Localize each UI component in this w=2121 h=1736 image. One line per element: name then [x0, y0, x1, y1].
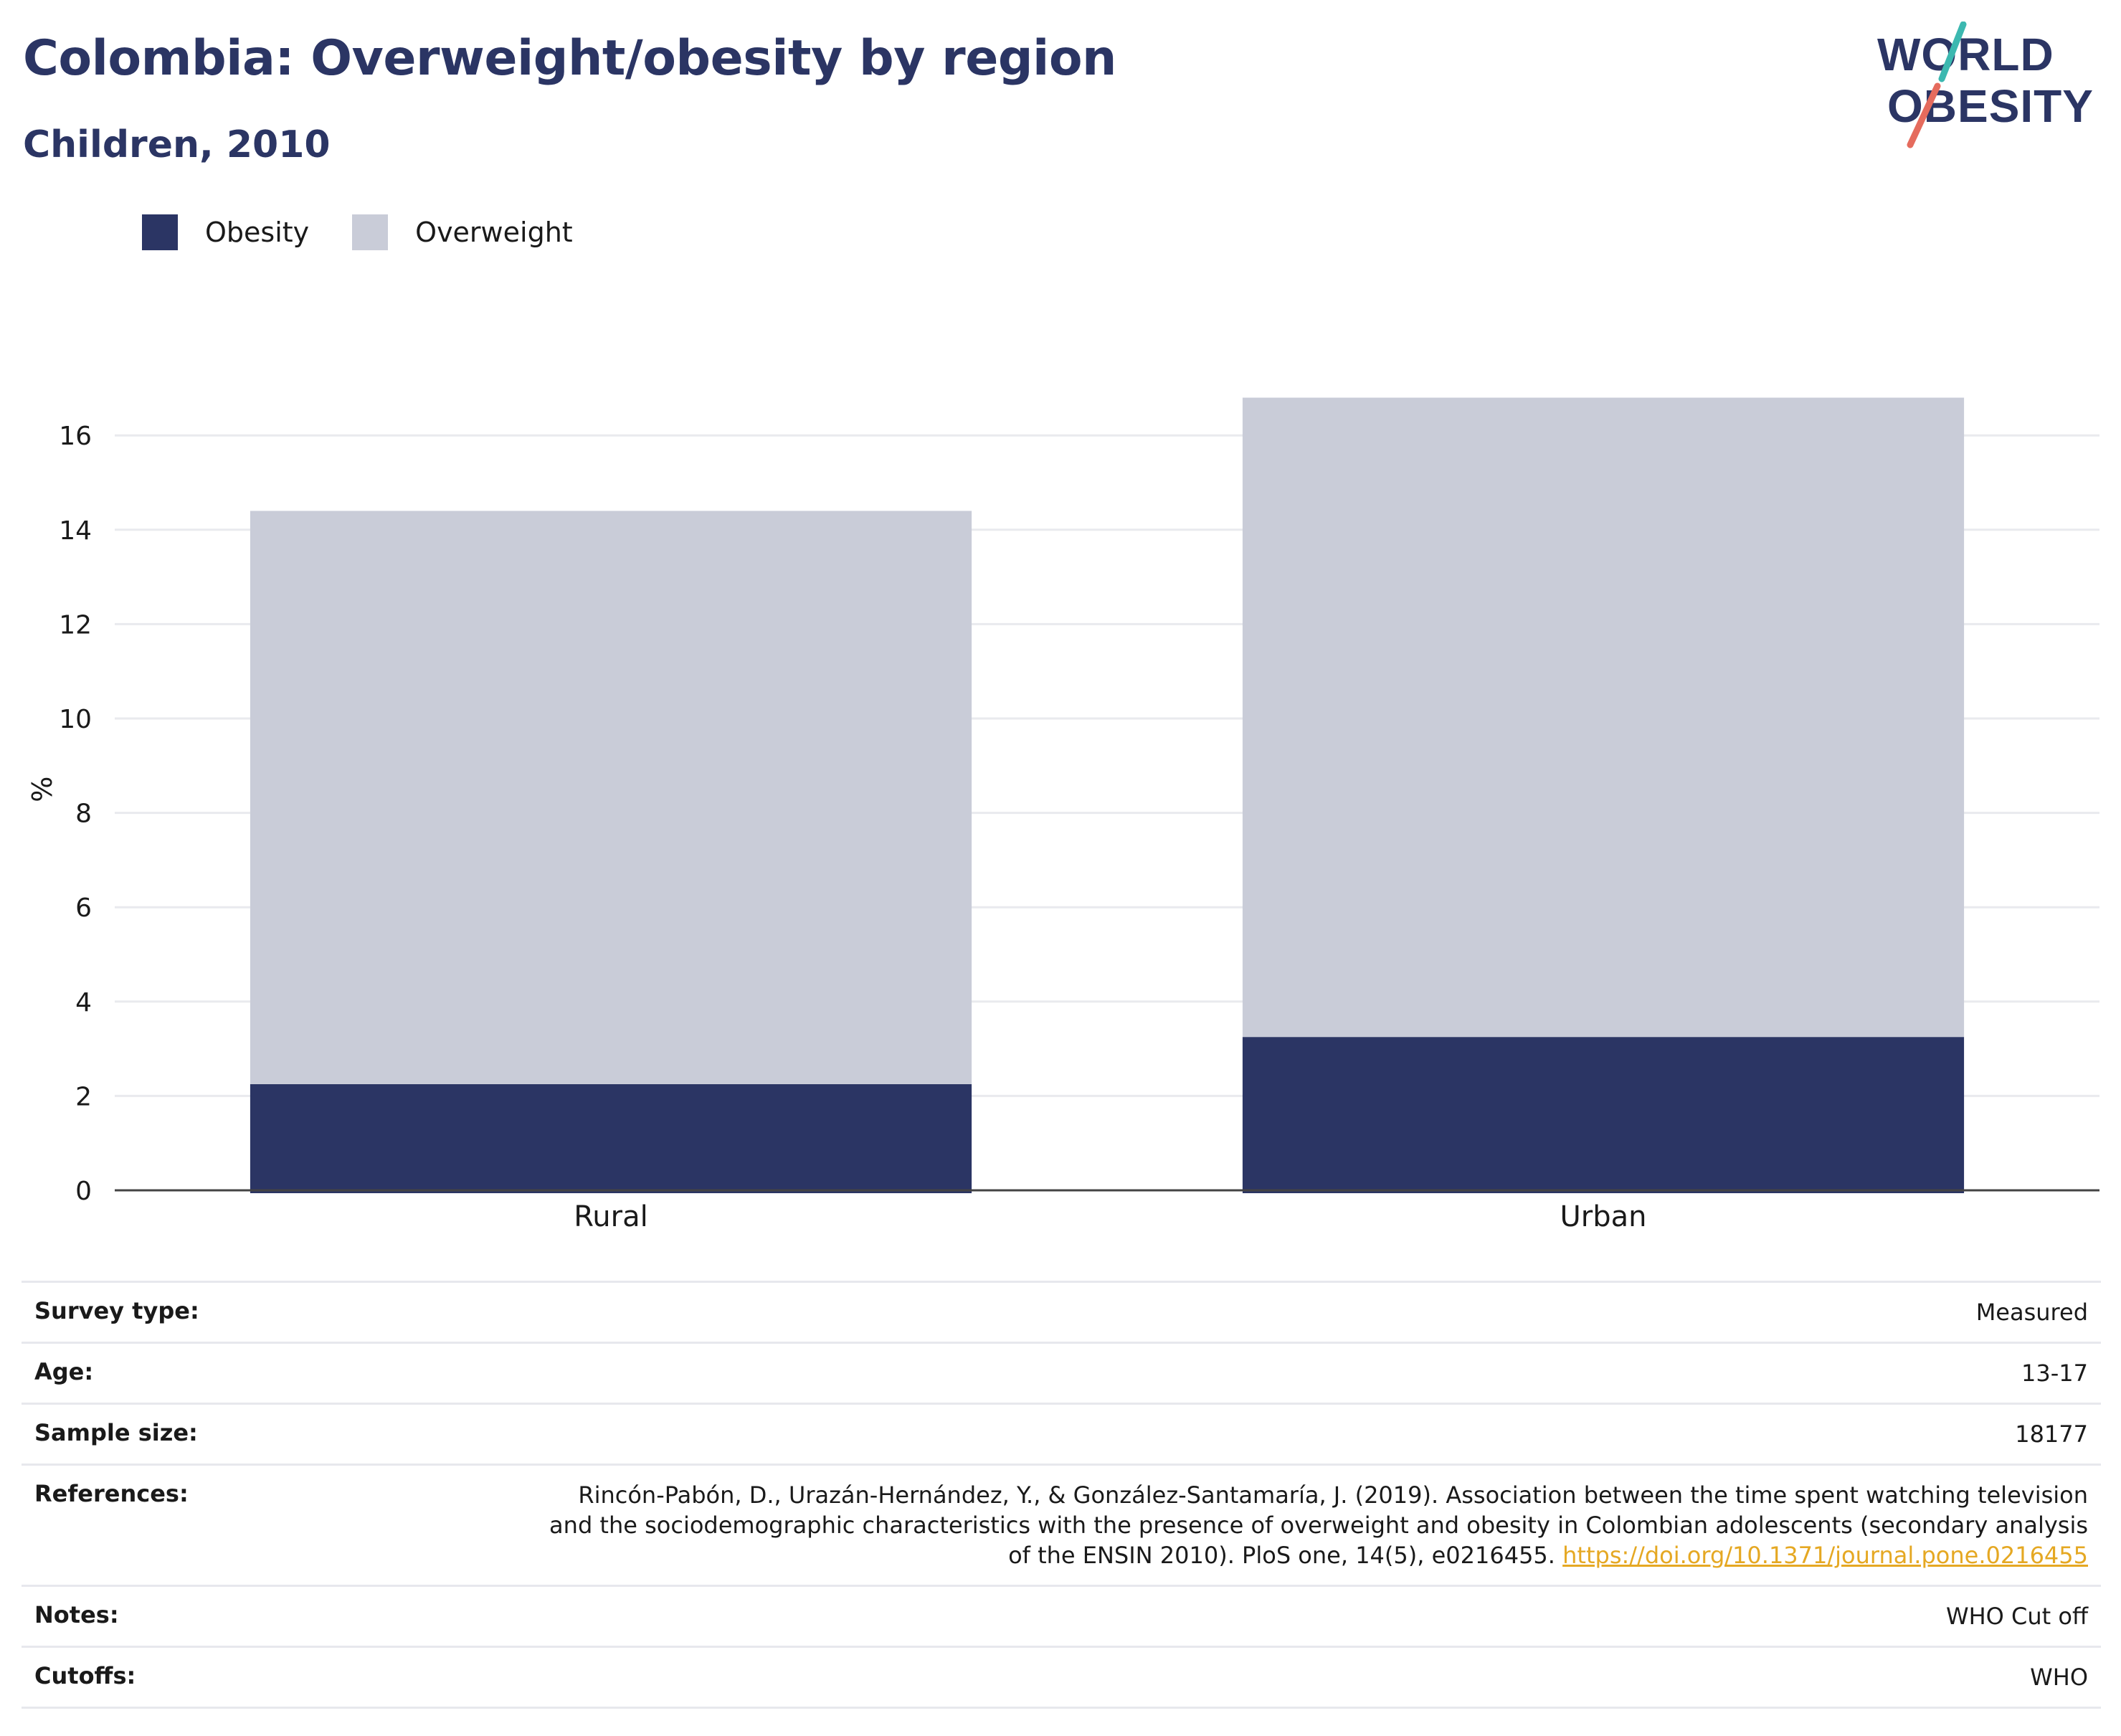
- y-tick-label: 16: [59, 422, 92, 451]
- logo-line1: WORLD: [1877, 29, 2054, 80]
- reference-link[interactable]: https://doi.org/10.1371/journal.pone.021…: [1562, 1542, 2088, 1569]
- y-tick-label: 6: [75, 893, 92, 923]
- notes-label: Notes:: [34, 1601, 119, 1628]
- bar-overweight-rural: [250, 511, 972, 1084]
- legend-swatch-overweight: [352, 214, 389, 250]
- info-row-age: Age: 13-17: [22, 1342, 2101, 1403]
- y-tick-label: 12: [59, 610, 92, 640]
- references-label: References:: [34, 1480, 189, 1507]
- survey-info-table: Survey type: Measured Age: 13-17 Sample …: [22, 1281, 2101, 1709]
- legend-label-overweight: Overweight: [415, 217, 573, 248]
- reference-text: Rincón-Pabón, D., Urazán-Hernández, Y., …: [549, 1481, 2088, 1569]
- sample-size-value: 18177: [2015, 1420, 2088, 1448]
- bar-overweight-urban: [1242, 397, 1965, 1038]
- legend-item-overweight[interactable]: Overweight: [352, 214, 573, 250]
- info-row-references: References: Rincón-Pabón, D., Urazán-Her…: [22, 1464, 2101, 1585]
- y-tick-label: 8: [75, 800, 92, 829]
- notes-value: WHO Cut off: [1945, 1603, 2088, 1630]
- cutoffs-label: Cutoffs:: [34, 1662, 136, 1689]
- info-row-survey-type: Survey type: Measured: [22, 1281, 2101, 1342]
- bar-obesity-rural: [250, 1083, 972, 1193]
- age-value: 13-17: [2021, 1360, 2088, 1387]
- survey-type-label: Survey type:: [34, 1297, 199, 1324]
- legend-label-obesity: Obesity: [205, 217, 310, 248]
- cutoffs-value: WHO: [2030, 1664, 2088, 1691]
- x-tick-label: Rural: [574, 1200, 647, 1233]
- age-label: Age:: [34, 1358, 94, 1385]
- logo-slash-coral: [1907, 82, 1941, 148]
- page-subtitle: Children, 2010: [23, 123, 331, 166]
- y-tick-label: 10: [59, 705, 92, 734]
- y-tick-label: 4: [75, 988, 92, 1018]
- y-axis-label: %: [27, 777, 58, 802]
- y-tick-label: 0: [75, 1177, 92, 1206]
- chart-legend: Obesity Overweight: [142, 212, 616, 252]
- stacked-bar-chart: 0 2 4 6 8 10 12 14 16% Rural Urban: [27, 397, 2099, 1233]
- survey-type-value: Measured: [1975, 1299, 2088, 1326]
- legend-item-obesity[interactable]: Obesity: [142, 214, 309, 250]
- legend-swatch-obesity: [142, 214, 178, 250]
- world-obesity-logo: WORLD OBESITY: [1877, 22, 2093, 148]
- info-row-notes: Notes: WHO Cut off: [22, 1585, 2101, 1646]
- logo-slash-teal: [1938, 22, 1967, 82]
- bar-obesity-urban: [1242, 1037, 1965, 1193]
- sample-size-label: Sample size:: [34, 1419, 198, 1446]
- y-tick-label: 14: [59, 516, 92, 546]
- info-row-cutoffs: Cutoffs: WHO: [22, 1646, 2101, 1709]
- y-tick-label: 2: [75, 1082, 92, 1111]
- x-tick-label: Urban: [1560, 1200, 1647, 1233]
- page-title: Colombia: Overweight/obesity by region: [23, 30, 1116, 87]
- references-value: Rincón-Pabón, D., Urazán-Hernández, Y., …: [546, 1480, 2088, 1570]
- info-row-sample-size: Sample size: 18177: [22, 1403, 2101, 1464]
